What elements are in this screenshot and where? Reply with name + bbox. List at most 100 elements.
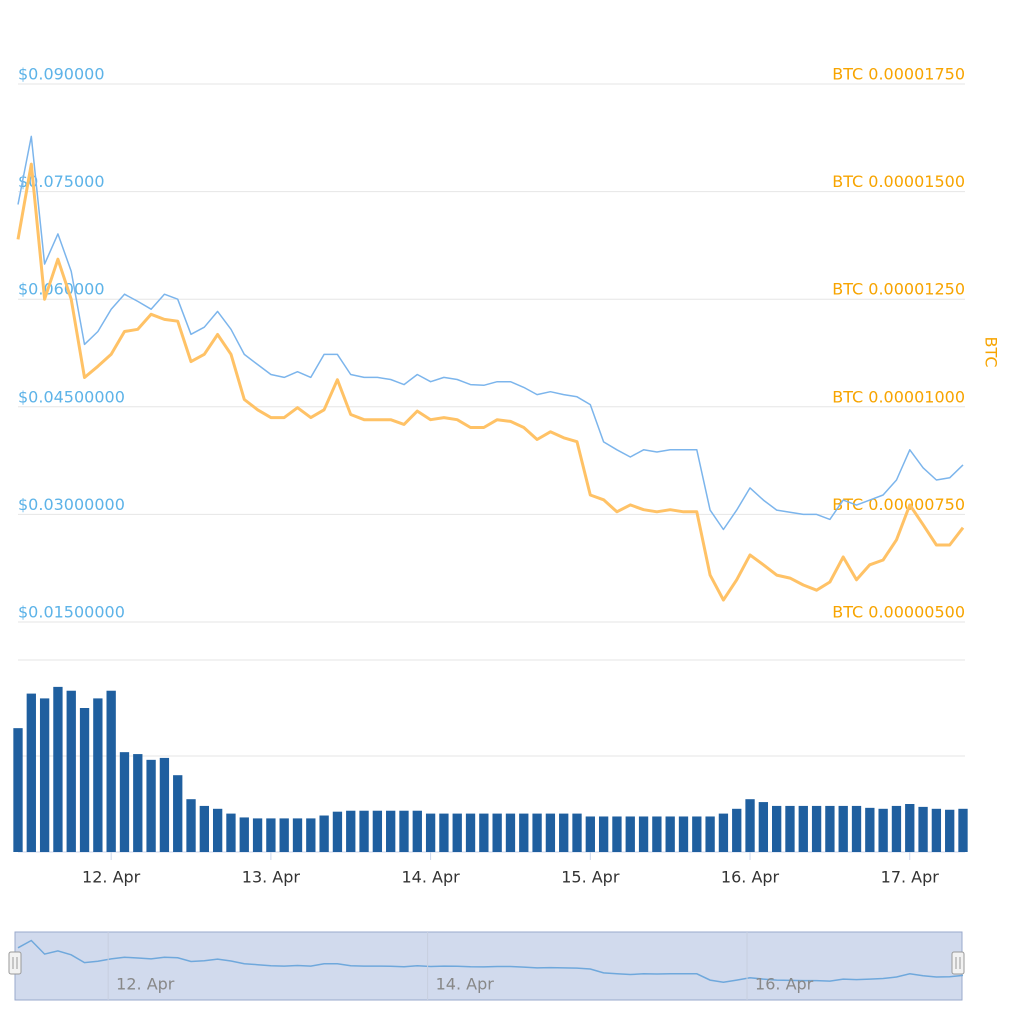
volume-bar bbox=[186, 799, 196, 852]
x-tick-label: 13. Apr bbox=[242, 868, 301, 887]
volume-bar bbox=[199, 805, 209, 852]
volume-bar bbox=[519, 813, 529, 852]
x-tick-label: 15. Apr bbox=[561, 868, 620, 887]
volume-bar bbox=[505, 813, 516, 852]
volume-bar bbox=[332, 811, 343, 852]
x-tick-label: 16. Apr bbox=[721, 868, 780, 887]
volume-bar bbox=[173, 775, 183, 852]
volume-bar bbox=[439, 813, 449, 852]
volume-bar bbox=[425, 813, 436, 852]
y-tick-label: $0.075000 bbox=[18, 172, 105, 191]
navigator-label: 14. Apr bbox=[436, 975, 495, 994]
y2-axis-label: BTC bbox=[982, 337, 1001, 368]
volume-bar bbox=[452, 813, 462, 852]
volume-bar bbox=[292, 818, 303, 852]
volume-bar bbox=[772, 805, 782, 852]
volume-bar bbox=[545, 813, 556, 852]
volume-bar bbox=[359, 810, 369, 852]
volume-bar bbox=[79, 708, 90, 852]
volume-bar bbox=[585, 816, 595, 852]
volume-bar bbox=[252, 818, 263, 852]
volume-bar bbox=[146, 759, 156, 852]
volume-bar bbox=[93, 698, 103, 852]
volume-bar bbox=[665, 816, 675, 852]
volume-bar bbox=[878, 808, 888, 852]
volume-bar bbox=[13, 728, 23, 852]
y-tick-label: $0.090000 bbox=[18, 65, 105, 84]
volume-bar bbox=[598, 816, 609, 852]
volume-bar bbox=[306, 818, 316, 852]
price-line bbox=[17, 135, 964, 531]
volume-bar bbox=[798, 805, 808, 852]
y-tick-label: $0.04500000 bbox=[18, 387, 125, 406]
volume-bar bbox=[239, 817, 249, 852]
navigator-handle bbox=[951, 951, 965, 975]
y-tick-label: $0.01500000 bbox=[18, 603, 125, 622]
volume-bar bbox=[212, 808, 223, 852]
x-tick-label: 12. Apr bbox=[82, 868, 141, 887]
volume-bar bbox=[372, 810, 383, 852]
volume-bar bbox=[66, 690, 76, 852]
volume-bar bbox=[678, 816, 689, 852]
volume-bar bbox=[465, 813, 476, 852]
volume-bar bbox=[479, 813, 489, 852]
navigator-label: 12. Apr bbox=[116, 975, 175, 994]
volume-bar bbox=[958, 808, 968, 852]
volume-bar bbox=[612, 816, 622, 852]
volume-bar bbox=[412, 810, 422, 852]
navigator-label: 16. Apr bbox=[755, 975, 814, 994]
volume-bar bbox=[758, 802, 769, 852]
navigator-handle bbox=[8, 951, 22, 975]
navigator-line bbox=[17, 939, 964, 983]
volume-bar bbox=[346, 810, 356, 852]
y2-tick-label: BTC 0.00001250 bbox=[832, 280, 965, 299]
volume-bar bbox=[905, 804, 915, 852]
volume-bar bbox=[572, 813, 582, 852]
y-tick-label: $0.03000000 bbox=[18, 495, 125, 514]
volume-bar bbox=[825, 805, 835, 852]
volume-bar bbox=[865, 807, 875, 852]
volume-bar bbox=[931, 808, 942, 852]
volume-bar bbox=[133, 754, 143, 852]
volume-bar bbox=[532, 813, 542, 852]
volume-bar bbox=[559, 813, 569, 852]
y2-tick-label: BTC 0.00000750 bbox=[832, 495, 965, 514]
volume-bar bbox=[851, 805, 862, 852]
volume-bar bbox=[386, 810, 396, 852]
volume-bar bbox=[492, 813, 502, 852]
y2-tick-label: BTC 0.00001750 bbox=[832, 65, 965, 84]
y2-tick-label: BTC 0.00000500 bbox=[832, 603, 965, 622]
x-tick-label: 14. Apr bbox=[401, 868, 460, 887]
volume-bar bbox=[159, 757, 170, 852]
y2-tick-label: BTC 0.00001000 bbox=[832, 387, 965, 406]
volume-bar bbox=[26, 693, 36, 852]
volume-bar bbox=[745, 799, 755, 852]
volume-bar bbox=[39, 698, 50, 852]
y-tick-label: $0.060000 bbox=[18, 280, 105, 299]
volume-bar bbox=[266, 818, 276, 852]
volume-bar bbox=[399, 810, 409, 852]
volume-bar bbox=[53, 686, 63, 852]
volume-bar bbox=[705, 816, 715, 852]
volume-bar bbox=[319, 815, 329, 852]
y2-tick-label: BTC 0.00001500 bbox=[832, 172, 965, 191]
volume-bar bbox=[811, 805, 822, 852]
price-line bbox=[16, 162, 965, 602]
volume-bar bbox=[652, 816, 662, 852]
volume-bar bbox=[891, 805, 902, 852]
volume-bar bbox=[718, 813, 729, 852]
volume-bar bbox=[279, 818, 289, 852]
x-tick-label: 17. Apr bbox=[881, 868, 940, 887]
volume-bar bbox=[838, 805, 848, 852]
volume-bar bbox=[732, 808, 742, 852]
volume-bar bbox=[638, 816, 649, 852]
volume-bar bbox=[692, 816, 702, 852]
volume-bar bbox=[119, 752, 130, 852]
navigator-mask bbox=[14, 931, 963, 1001]
volume-bar bbox=[785, 805, 795, 852]
volume-bar bbox=[625, 816, 635, 852]
volume-bar bbox=[106, 690, 116, 852]
volume-bar bbox=[945, 809, 955, 852]
volume-bar bbox=[918, 806, 928, 852]
